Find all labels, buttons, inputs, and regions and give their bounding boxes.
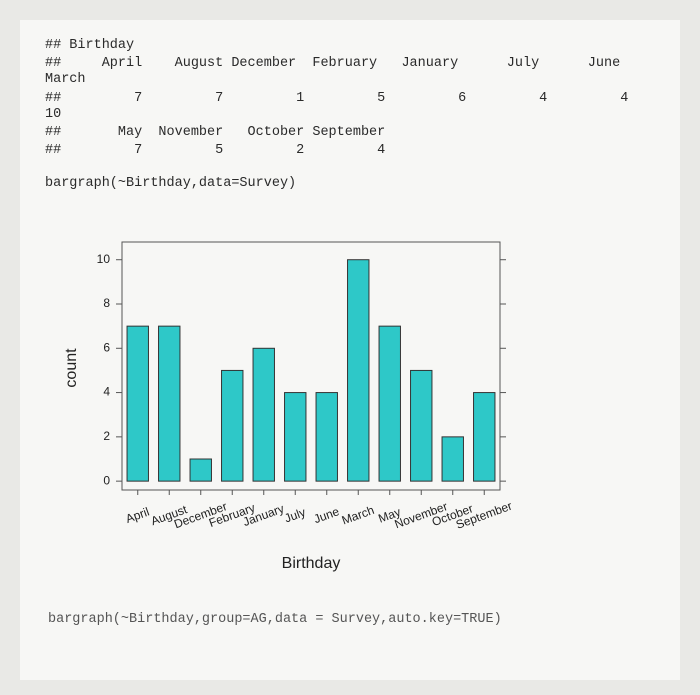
y-tick-label: 4 bbox=[103, 385, 110, 399]
y-tick-label: 8 bbox=[103, 296, 110, 310]
console-line: bargraph(~Birthday,data=Survey) bbox=[45, 176, 296, 191]
console-line: ## 7 7 1 5 6 4 4 bbox=[45, 91, 628, 106]
bar bbox=[189, 458, 212, 482]
bar bbox=[158, 325, 181, 482]
console-line: ## 7 5 2 4 bbox=[45, 143, 385, 158]
x-tick-label: July bbox=[283, 505, 308, 525]
bar bbox=[126, 325, 149, 482]
bar bbox=[347, 259, 370, 482]
console-line: ## April August December February Januar… bbox=[45, 56, 620, 71]
console-line: March bbox=[45, 72, 86, 87]
x-axis-label: Birthday bbox=[282, 555, 341, 572]
bar bbox=[221, 369, 244, 482]
console-line: ## Birthday bbox=[45, 38, 134, 53]
bar bbox=[441, 436, 464, 482]
console-footer: bargraph(~Birthday,group=AG,data = Surve… bbox=[48, 612, 502, 627]
console-line: ## May November October September bbox=[45, 125, 385, 140]
bar bbox=[410, 369, 433, 482]
bar bbox=[252, 347, 275, 482]
console-line: 10 bbox=[45, 107, 61, 122]
y-tick-label: 2 bbox=[103, 429, 110, 443]
bar bbox=[378, 325, 401, 482]
y-axis-label: count bbox=[63, 348, 80, 388]
bar bbox=[473, 392, 496, 482]
y-tick-label: 0 bbox=[103, 473, 110, 487]
bar bbox=[315, 392, 338, 482]
plot-frame bbox=[121, 241, 501, 491]
y-tick-label: 10 bbox=[97, 252, 111, 266]
y-tick-label: 6 bbox=[103, 340, 110, 354]
bar bbox=[284, 392, 307, 482]
